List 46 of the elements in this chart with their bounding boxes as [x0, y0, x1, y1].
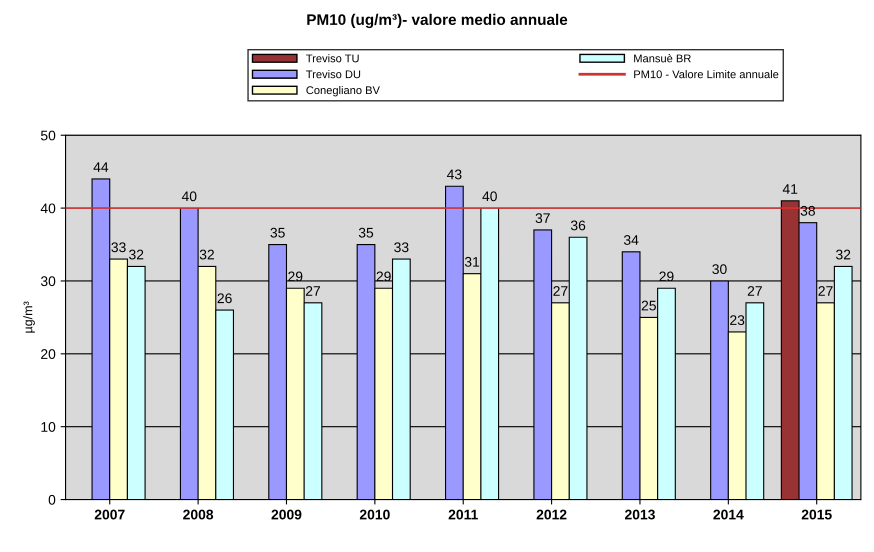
data-label: 35	[270, 228, 285, 238]
data-label: 27	[748, 286, 762, 296]
legend-label: Mansuè BR	[634, 54, 691, 62]
x-tick-label: 2015	[802, 510, 832, 520]
data-label: 44	[93, 162, 108, 172]
data-label: 27	[818, 286, 833, 296]
data-label: 34	[624, 235, 638, 245]
legend-label: Treviso DU	[306, 70, 360, 78]
data-label: 27	[553, 286, 568, 296]
data-label: 37	[536, 213, 550, 224]
legend-label: PM10 - Valore Limite annuale	[634, 70, 778, 78]
x-tick-label: 2007	[94, 510, 125, 520]
data-label: 40	[182, 191, 196, 202]
data-label: 30	[712, 264, 727, 274]
data-label: 31	[464, 256, 480, 267]
x-tick-label: 2012	[536, 510, 566, 520]
y-tick-label: 40	[40, 203, 56, 214]
data-label: 33	[111, 242, 126, 252]
legend-label: Treviso TU	[306, 54, 359, 62]
y-tick-label: 50	[40, 130, 56, 140]
data-label: 23	[730, 315, 744, 326]
y-tick-label: 0	[48, 494, 56, 505]
x-tick-label: 2008	[183, 510, 214, 520]
x-tick-label: 2010	[360, 510, 390, 520]
data-label: 26	[218, 293, 232, 304]
y-tick-label: 10	[41, 422, 56, 432]
chart-title: PM10 (ug/m³)- valore medio annuale	[307, 14, 568, 28]
x-tick-label: 2009	[272, 510, 302, 520]
y-tick-label: 20	[41, 349, 56, 359]
data-label: 33	[394, 242, 408, 252]
x-tick-label: 2013	[624, 510, 655, 520]
data-label: 32	[200, 250, 214, 260]
x-tick-label: 2014	[713, 510, 744, 520]
data-label: 32	[129, 250, 144, 260]
data-label: 41	[782, 184, 798, 194]
data-label: 35	[358, 228, 374, 238]
data-label: 25	[642, 300, 656, 310]
data-label: 27	[306, 286, 320, 296]
y-tick-label: 30	[40, 276, 56, 286]
data-label: 40	[482, 191, 497, 202]
data-label: 43	[446, 170, 462, 180]
y-axis-title: µg/m³	[23, 302, 35, 333]
data-label: 32	[836, 250, 850, 260]
data-label: 36	[570, 220, 586, 230]
x-tick-label: 2011	[448, 510, 478, 520]
legend-label: Conegliano BV	[306, 86, 380, 96]
